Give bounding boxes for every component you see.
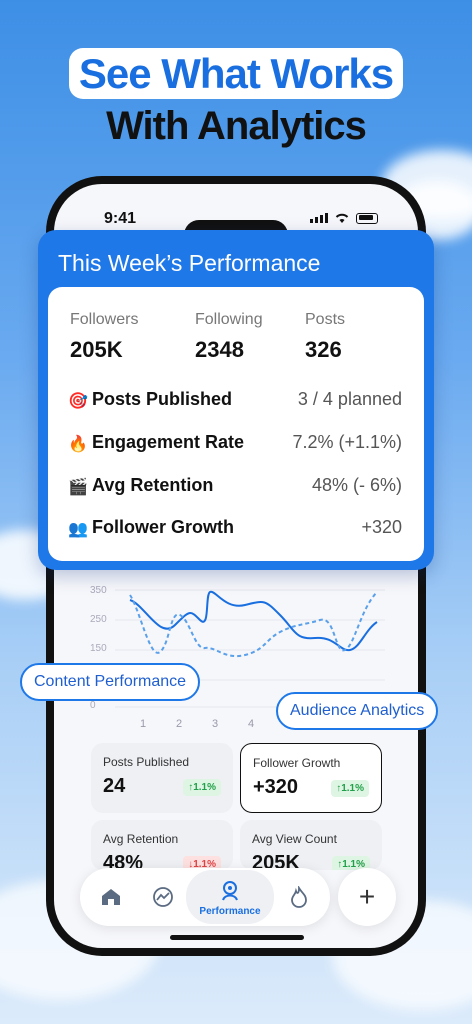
row-follower-growth: 👥 Follower Growth +320 bbox=[68, 517, 404, 541]
series-solid-line bbox=[129, 590, 378, 652]
y-tick: 0 bbox=[90, 700, 96, 711]
battery-icon bbox=[356, 212, 378, 224]
metric-label-following: Following bbox=[195, 311, 263, 328]
fire-icon: 🔥 bbox=[68, 436, 88, 453]
y-tick: 150 bbox=[90, 643, 107, 654]
trend-badge: ↑1.1% bbox=[183, 779, 221, 796]
stat-card-avg-view-count[interactable]: Avg View Count 205K ↑1.1% bbox=[240, 820, 382, 870]
trend-badge: ↑1.1% bbox=[331, 780, 369, 797]
nav-active-highlight bbox=[186, 870, 274, 924]
y-tick: 250 bbox=[90, 614, 107, 625]
metric-value-following: 2348 bbox=[195, 337, 244, 362]
stat-label: Follower Growth bbox=[253, 756, 341, 770]
row-label: Posts Published bbox=[92, 389, 233, 409]
clapper-icon: 🎬 bbox=[68, 479, 88, 496]
home-icon[interactable] bbox=[96, 882, 126, 912]
bottom-nav: Performance bbox=[80, 868, 330, 926]
row-engagement-rate: 🔥 Engagement Rate 7.2% (+1.1%) bbox=[68, 432, 404, 456]
row-value: 3 / 4 planned bbox=[297, 389, 402, 409]
content-performance-pill[interactable]: Content Performance bbox=[20, 663, 201, 701]
series-dashed-line bbox=[129, 591, 378, 658]
analytics-icon[interactable] bbox=[148, 882, 178, 912]
stat-label: Avg View Count bbox=[252, 832, 337, 846]
stat-label: Posts Published bbox=[103, 755, 190, 769]
row-label: Engagement Rate bbox=[92, 432, 245, 452]
x-tick: 2 bbox=[176, 718, 183, 730]
stat-value: +320 bbox=[253, 776, 299, 798]
stat-card-follower-growth[interactable]: Follower Growth +320 ↑1.1% bbox=[240, 743, 382, 813]
stat-value: 48% bbox=[103, 852, 144, 870]
row-value: +320 bbox=[361, 517, 402, 537]
stat-card-avg-retention[interactable]: Avg Retention 48% ↓1.1% bbox=[91, 820, 233, 870]
row-avg-retention: 🎬 Avg Retention 48% (- 6%) bbox=[68, 475, 404, 499]
metric-label-followers: Followers bbox=[70, 311, 139, 328]
performance-card: This Week’s Performance Followers 205K F… bbox=[38, 230, 434, 570]
trend-badge: ↓1.1% bbox=[183, 856, 221, 870]
signal-icon bbox=[310, 213, 328, 223]
nav-active-label[interactable]: Performance bbox=[199, 906, 261, 917]
y-tick: 350 bbox=[90, 585, 107, 596]
audience-analytics-pill[interactable]: Audience Analytics bbox=[276, 692, 439, 730]
row-label: Follower Growth bbox=[92, 517, 234, 537]
stat-card-posts-published[interactable]: Posts Published 24 ↑1.1% bbox=[91, 743, 233, 813]
headline-line1: See What Works bbox=[0, 48, 472, 99]
stat-label: Avg Retention bbox=[103, 832, 179, 846]
people-icon: 👥 bbox=[68, 521, 88, 538]
metric-label-posts: Posts bbox=[305, 311, 346, 328]
x-tick: 3 bbox=[212, 718, 219, 730]
performance-card-title: This Week’s Performance bbox=[58, 250, 321, 276]
stat-value: 205K bbox=[252, 852, 300, 870]
row-label: Avg Retention bbox=[92, 475, 214, 495]
status-icons bbox=[310, 212, 378, 224]
fire-icon[interactable] bbox=[284, 882, 314, 912]
performance-card-body: Followers 205K Following 2348 Posts 326 … bbox=[48, 287, 424, 561]
metric-value-followers: 205K bbox=[70, 337, 123, 362]
performance-icon[interactable] bbox=[215, 876, 245, 906]
stat-value: 24 bbox=[103, 775, 126, 797]
status-time: 9:41 bbox=[104, 210, 137, 227]
target-icon: 🎯 bbox=[68, 393, 88, 410]
metric-value-posts: 326 bbox=[305, 337, 342, 362]
row-value: 48% (- 6%) bbox=[311, 475, 402, 495]
trend-badge: ↑1.1% bbox=[332, 856, 370, 870]
x-tick: 4 bbox=[248, 718, 255, 730]
add-button[interactable]: + bbox=[338, 868, 396, 926]
status-bar: 9:41 bbox=[54, 208, 418, 250]
row-posts-published: 🎯 Posts Published 3 / 4 planned bbox=[68, 389, 404, 413]
x-tick: 1 bbox=[140, 718, 147, 730]
wifi-icon bbox=[335, 213, 349, 223]
home-indicator[interactable] bbox=[170, 935, 304, 940]
row-value: 7.2% (+1.1%) bbox=[292, 432, 402, 452]
headline-line2: With Analytics bbox=[106, 104, 367, 148]
